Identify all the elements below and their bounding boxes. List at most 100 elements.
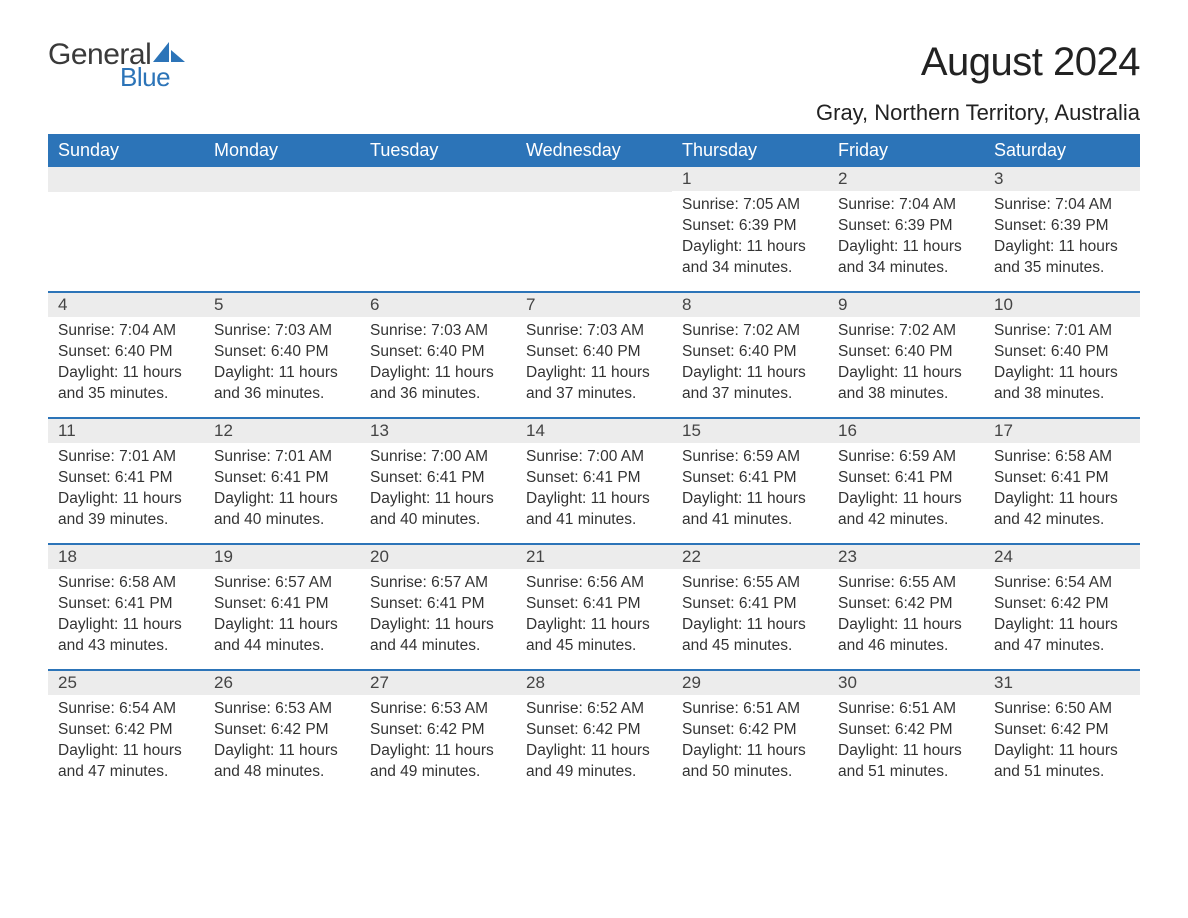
calendar-body: 1Sunrise: 7:05 AMSunset: 6:39 PMDaylight… bbox=[48, 167, 1140, 796]
sunset-line: Sunset: 6:41 PM bbox=[994, 468, 1130, 489]
calendar-day-cell: 16Sunrise: 6:59 AMSunset: 6:41 PMDayligh… bbox=[828, 419, 984, 544]
sunrise-line: Sunrise: 7:00 AM bbox=[526, 447, 662, 468]
weekday-header: Sunday bbox=[48, 134, 204, 167]
day-number: 16 bbox=[828, 419, 984, 443]
daylight-line: Daylight: 11 hours and 35 minutes. bbox=[58, 363, 194, 405]
day-details: Sunrise: 7:03 AMSunset: 6:40 PMDaylight:… bbox=[204, 317, 360, 413]
calendar-day-cell: 3Sunrise: 7:04 AMSunset: 6:39 PMDaylight… bbox=[984, 167, 1140, 292]
daylight-line: Daylight: 11 hours and 41 minutes. bbox=[526, 489, 662, 531]
sunrise-line: Sunrise: 6:53 AM bbox=[370, 699, 506, 720]
daylight-line: Daylight: 11 hours and 51 minutes. bbox=[838, 741, 974, 783]
daylight-line: Daylight: 11 hours and 40 minutes. bbox=[370, 489, 506, 531]
empty-day-header bbox=[204, 167, 360, 192]
day-details: Sunrise: 6:57 AMSunset: 6:41 PMDaylight:… bbox=[360, 569, 516, 665]
calendar-day-cell: 19Sunrise: 6:57 AMSunset: 6:41 PMDayligh… bbox=[204, 545, 360, 670]
day-number: 19 bbox=[204, 545, 360, 569]
sunrise-line: Sunrise: 6:57 AM bbox=[370, 573, 506, 594]
daylight-line: Daylight: 11 hours and 36 minutes. bbox=[370, 363, 506, 405]
day-details: Sunrise: 7:01 AMSunset: 6:40 PMDaylight:… bbox=[984, 317, 1140, 413]
day-details: Sunrise: 6:53 AMSunset: 6:42 PMDaylight:… bbox=[204, 695, 360, 791]
sunrise-line: Sunrise: 7:00 AM bbox=[370, 447, 506, 468]
daylight-line: Daylight: 11 hours and 36 minutes. bbox=[214, 363, 350, 405]
sunrise-line: Sunrise: 7:02 AM bbox=[838, 321, 974, 342]
calendar-day-cell: 10Sunrise: 7:01 AMSunset: 6:40 PMDayligh… bbox=[984, 293, 1140, 418]
daylight-line: Daylight: 11 hours and 46 minutes. bbox=[838, 615, 974, 657]
sunset-line: Sunset: 6:41 PM bbox=[526, 594, 662, 615]
calendar-day-cell: 21Sunrise: 6:56 AMSunset: 6:41 PMDayligh… bbox=[516, 545, 672, 670]
header-row: General Blue August 2024 bbox=[48, 40, 1140, 90]
sunset-line: Sunset: 6:41 PM bbox=[838, 468, 974, 489]
calendar-day-cell: 25Sunrise: 6:54 AMSunset: 6:42 PMDayligh… bbox=[48, 671, 204, 796]
sunrise-line: Sunrise: 6:59 AM bbox=[838, 447, 974, 468]
day-number: 26 bbox=[204, 671, 360, 695]
daylight-line: Daylight: 11 hours and 37 minutes. bbox=[526, 363, 662, 405]
sunrise-line: Sunrise: 6:54 AM bbox=[58, 699, 194, 720]
daylight-line: Daylight: 11 hours and 39 minutes. bbox=[58, 489, 194, 531]
calendar-day-cell: 6Sunrise: 7:03 AMSunset: 6:40 PMDaylight… bbox=[360, 293, 516, 418]
sunset-line: Sunset: 6:42 PM bbox=[58, 720, 194, 741]
sunset-line: Sunset: 6:40 PM bbox=[682, 342, 818, 363]
day-details: Sunrise: 7:01 AMSunset: 6:41 PMDaylight:… bbox=[48, 443, 204, 539]
sunset-line: Sunset: 6:41 PM bbox=[370, 468, 506, 489]
day-number: 9 bbox=[828, 293, 984, 317]
sunrise-line: Sunrise: 6:57 AM bbox=[214, 573, 350, 594]
sunset-line: Sunset: 6:40 PM bbox=[526, 342, 662, 363]
sunrise-line: Sunrise: 6:58 AM bbox=[58, 573, 194, 594]
daylight-line: Daylight: 11 hours and 45 minutes. bbox=[526, 615, 662, 657]
day-number: 31 bbox=[984, 671, 1140, 695]
day-number: 21 bbox=[516, 545, 672, 569]
day-number: 22 bbox=[672, 545, 828, 569]
daylight-line: Daylight: 11 hours and 37 minutes. bbox=[682, 363, 818, 405]
day-number: 27 bbox=[360, 671, 516, 695]
day-details: Sunrise: 7:03 AMSunset: 6:40 PMDaylight:… bbox=[516, 317, 672, 413]
calendar-day-cell: 8Sunrise: 7:02 AMSunset: 6:40 PMDaylight… bbox=[672, 293, 828, 418]
daylight-line: Daylight: 11 hours and 34 minutes. bbox=[682, 237, 818, 279]
sunrise-line: Sunrise: 6:59 AM bbox=[682, 447, 818, 468]
daylight-line: Daylight: 11 hours and 49 minutes. bbox=[370, 741, 506, 783]
sunrise-line: Sunrise: 6:50 AM bbox=[994, 699, 1130, 720]
day-details: Sunrise: 6:59 AMSunset: 6:41 PMDaylight:… bbox=[672, 443, 828, 539]
day-number: 11 bbox=[48, 419, 204, 443]
daylight-line: Daylight: 11 hours and 43 minutes. bbox=[58, 615, 194, 657]
calendar-day-cell: 26Sunrise: 6:53 AMSunset: 6:42 PMDayligh… bbox=[204, 671, 360, 796]
title-block: August 2024 bbox=[921, 40, 1140, 85]
sunset-line: Sunset: 6:40 PM bbox=[838, 342, 974, 363]
day-number: 7 bbox=[516, 293, 672, 317]
sunrise-line: Sunrise: 7:05 AM bbox=[682, 195, 818, 216]
day-details: Sunrise: 7:02 AMSunset: 6:40 PMDaylight:… bbox=[672, 317, 828, 413]
empty-day-header bbox=[516, 167, 672, 192]
day-details: Sunrise: 6:50 AMSunset: 6:42 PMDaylight:… bbox=[984, 695, 1140, 791]
calendar-day-cell: 17Sunrise: 6:58 AMSunset: 6:41 PMDayligh… bbox=[984, 419, 1140, 544]
day-details: Sunrise: 7:01 AMSunset: 6:41 PMDaylight:… bbox=[204, 443, 360, 539]
daylight-line: Daylight: 11 hours and 45 minutes. bbox=[682, 615, 818, 657]
day-details: Sunrise: 7:05 AMSunset: 6:39 PMDaylight:… bbox=[672, 191, 828, 287]
daylight-line: Daylight: 11 hours and 40 minutes. bbox=[214, 489, 350, 531]
daylight-line: Daylight: 11 hours and 38 minutes. bbox=[838, 363, 974, 405]
sunset-line: Sunset: 6:41 PM bbox=[214, 594, 350, 615]
day-details: Sunrise: 7:04 AMSunset: 6:39 PMDaylight:… bbox=[984, 191, 1140, 287]
calendar-day-cell: 27Sunrise: 6:53 AMSunset: 6:42 PMDayligh… bbox=[360, 671, 516, 796]
sunrise-line: Sunrise: 7:01 AM bbox=[994, 321, 1130, 342]
location-subtitle: Gray, Northern Territory, Australia bbox=[48, 100, 1140, 126]
calendar-day-cell: 7Sunrise: 7:03 AMSunset: 6:40 PMDaylight… bbox=[516, 293, 672, 418]
daylight-line: Daylight: 11 hours and 42 minutes. bbox=[994, 489, 1130, 531]
day-details: Sunrise: 6:51 AMSunset: 6:42 PMDaylight:… bbox=[672, 695, 828, 791]
day-number: 23 bbox=[828, 545, 984, 569]
sunrise-line: Sunrise: 7:02 AM bbox=[682, 321, 818, 342]
calendar-day-cell: 23Sunrise: 6:55 AMSunset: 6:42 PMDayligh… bbox=[828, 545, 984, 670]
day-details: Sunrise: 6:53 AMSunset: 6:42 PMDaylight:… bbox=[360, 695, 516, 791]
day-details: Sunrise: 7:04 AMSunset: 6:40 PMDaylight:… bbox=[48, 317, 204, 413]
sunset-line: Sunset: 6:41 PM bbox=[370, 594, 506, 615]
calendar-day-cell: 28Sunrise: 6:52 AMSunset: 6:42 PMDayligh… bbox=[516, 671, 672, 796]
sunset-line: Sunset: 6:42 PM bbox=[526, 720, 662, 741]
calendar-day-cell: 13Sunrise: 7:00 AMSunset: 6:41 PMDayligh… bbox=[360, 419, 516, 544]
sunrise-line: Sunrise: 7:01 AM bbox=[58, 447, 194, 468]
sunrise-line: Sunrise: 6:51 AM bbox=[838, 699, 974, 720]
calendar-day-cell: 9 Sunrise: 7:02 AMSunset: 6:40 PMDaylight… bbox=[828, 293, 984, 418]
calendar-day-cell bbox=[204, 167, 360, 292]
calendar-day-cell bbox=[48, 167, 204, 292]
sunset-line: Sunset: 6:41 PM bbox=[58, 468, 194, 489]
daylight-line: Daylight: 11 hours and 47 minutes. bbox=[994, 615, 1130, 657]
daylight-line: Daylight: 11 hours and 44 minutes. bbox=[370, 615, 506, 657]
calendar-day-cell: 18Sunrise: 6:58 AMSunset: 6:41 PMDayligh… bbox=[48, 545, 204, 670]
